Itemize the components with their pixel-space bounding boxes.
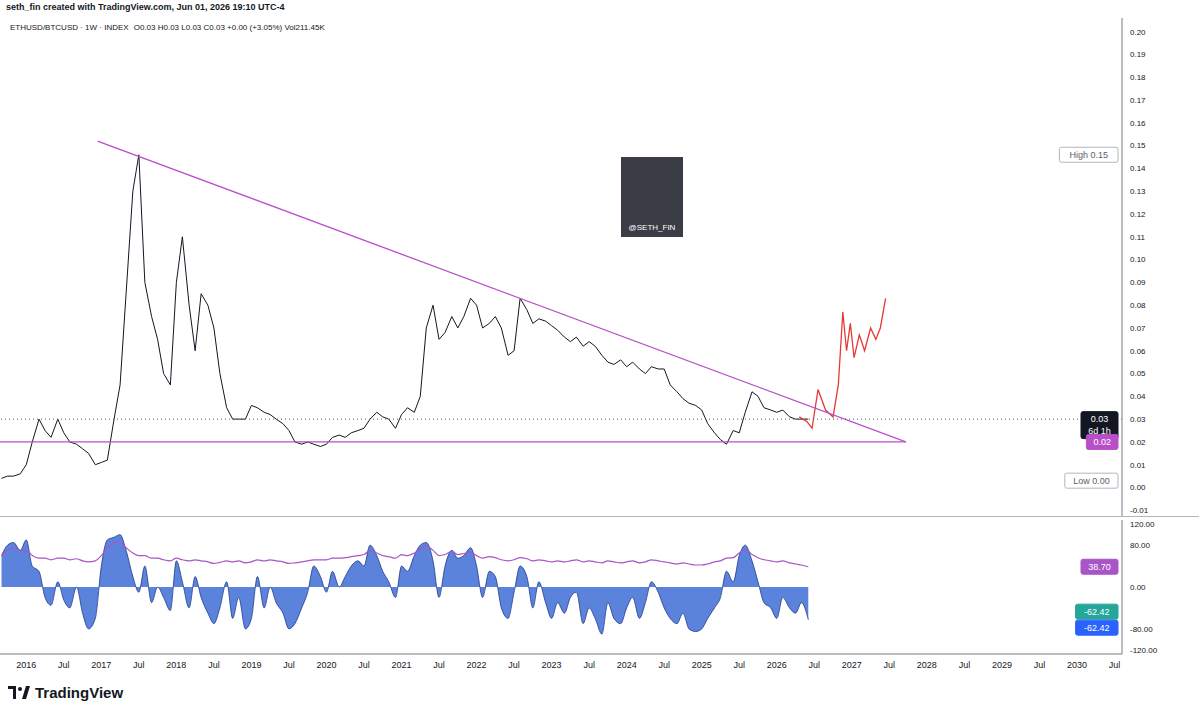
svg-text:-62.42: -62.42 — [1084, 623, 1110, 633]
svg-text:Jul: Jul — [508, 660, 520, 670]
svg-text:2017: 2017 — [91, 660, 111, 670]
svg-text:0.11: 0.11 — [1130, 233, 1146, 242]
svg-text:2023: 2023 — [542, 660, 562, 670]
svg-text:Jul: Jul — [583, 660, 595, 670]
svg-text:Jul: Jul — [658, 660, 670, 670]
svg-text:0.02: 0.02 — [1093, 437, 1111, 447]
svg-text:0.06: 0.06 — [1130, 347, 1146, 356]
svg-text:0.20: 0.20 — [1130, 28, 1146, 37]
svg-text:38.70: 38.70 — [1088, 562, 1111, 572]
svg-text:-0.01: -0.01 — [1130, 506, 1149, 515]
html-text:@SETH_FIN: @SETH_FIN — [628, 223, 676, 232]
svg-text:-120.00: -120.00 — [1130, 646, 1158, 655]
svg-text:0.10: 0.10 — [1130, 255, 1146, 264]
svg-text:2029: 2029 — [992, 660, 1012, 670]
svg-text:2026: 2026 — [767, 660, 787, 670]
svg-text:120.00: 120.00 — [1130, 520, 1155, 529]
svg-text:Jul: Jul — [433, 660, 445, 670]
svg-text:Jul: Jul — [1109, 660, 1121, 670]
svg-text:80.00: 80.00 — [1130, 541, 1151, 550]
svg-text:0.14: 0.14 — [1130, 164, 1146, 173]
html-text:seth_fin created with TradingV: seth_fin created with TradingView.com, J… — [6, 2, 285, 12]
svg-text:0.05: 0.05 — [1130, 369, 1146, 378]
svg-text:2025: 2025 — [692, 660, 712, 670]
svg-text:0.09: 0.09 — [1130, 278, 1146, 287]
svg-text:Jul: Jul — [959, 660, 971, 670]
html-text:O0.03 H0.03 L0.03 C0.03 +0.00: O0.03 H0.03 L0.03 C0.03 +0.00 (+3.05%) V… — [133, 23, 325, 32]
svg-text:-80.00: -80.00 — [1130, 625, 1153, 634]
svg-text:Low 0.00: Low 0.00 — [1073, 476, 1110, 486]
svg-text:Jul: Jul — [884, 660, 896, 670]
svg-text:2016: 2016 — [16, 660, 36, 670]
svg-text:Jul: Jul — [733, 660, 745, 670]
svg-text:0.15: 0.15 — [1130, 141, 1146, 150]
svg-text:2028: 2028 — [917, 660, 937, 670]
svg-text:2024: 2024 — [617, 660, 637, 670]
svg-text:2030: 2030 — [1067, 660, 1087, 670]
svg-text:Jul: Jul — [133, 660, 145, 670]
svg-text:0.04: 0.04 — [1130, 392, 1146, 401]
svg-text:0.13: 0.13 — [1130, 187, 1146, 196]
svg-text:High 0.15: High 0.15 — [1069, 150, 1108, 160]
svg-text:Jul: Jul — [809, 660, 821, 670]
svg-text:Jul: Jul — [1034, 660, 1046, 670]
svg-text:2020: 2020 — [316, 660, 336, 670]
svg-text:0.03: 0.03 — [1091, 414, 1109, 424]
svg-text:0.12: 0.12 — [1130, 210, 1146, 219]
svg-text:0.17: 0.17 — [1130, 96, 1146, 105]
svg-text:6d 1h: 6d 1h — [1088, 426, 1111, 437]
svg-text:2022: 2022 — [467, 660, 487, 670]
svg-text:Jul: Jul — [208, 660, 220, 670]
svg-text:Jul: Jul — [283, 660, 295, 670]
svg-text:0.02: 0.02 — [1130, 438, 1146, 447]
svg-text:0.03: 0.03 — [1130, 415, 1146, 424]
svg-text:0.01: 0.01 — [1130, 461, 1146, 470]
svg-text:0.08: 0.08 — [1130, 301, 1146, 310]
svg-text:-62.42: -62.42 — [1084, 607, 1110, 617]
svg-text:2021: 2021 — [392, 660, 412, 670]
svg-text:2019: 2019 — [241, 660, 261, 670]
svg-text:0.16: 0.16 — [1130, 119, 1146, 128]
svg-text:0.00: 0.00 — [1130, 483, 1146, 492]
html-text:TradingView: TradingView — [35, 684, 124, 701]
svg-text:0.07: 0.07 — [1130, 324, 1146, 333]
svg-text:0.19: 0.19 — [1130, 50, 1146, 59]
svg-text:2018: 2018 — [166, 660, 186, 670]
html-text:ETHUSD/BTCUSD · 1W · INDEX: ETHUSD/BTCUSD · 1W · INDEX — [10, 23, 129, 32]
svg-text:2027: 2027 — [842, 660, 862, 670]
svg-text:Jul: Jul — [58, 660, 70, 670]
svg-text:Jul: Jul — [358, 660, 370, 670]
svg-text:0.00: 0.00 — [1130, 583, 1146, 592]
svg-text:0.18: 0.18 — [1130, 73, 1146, 82]
